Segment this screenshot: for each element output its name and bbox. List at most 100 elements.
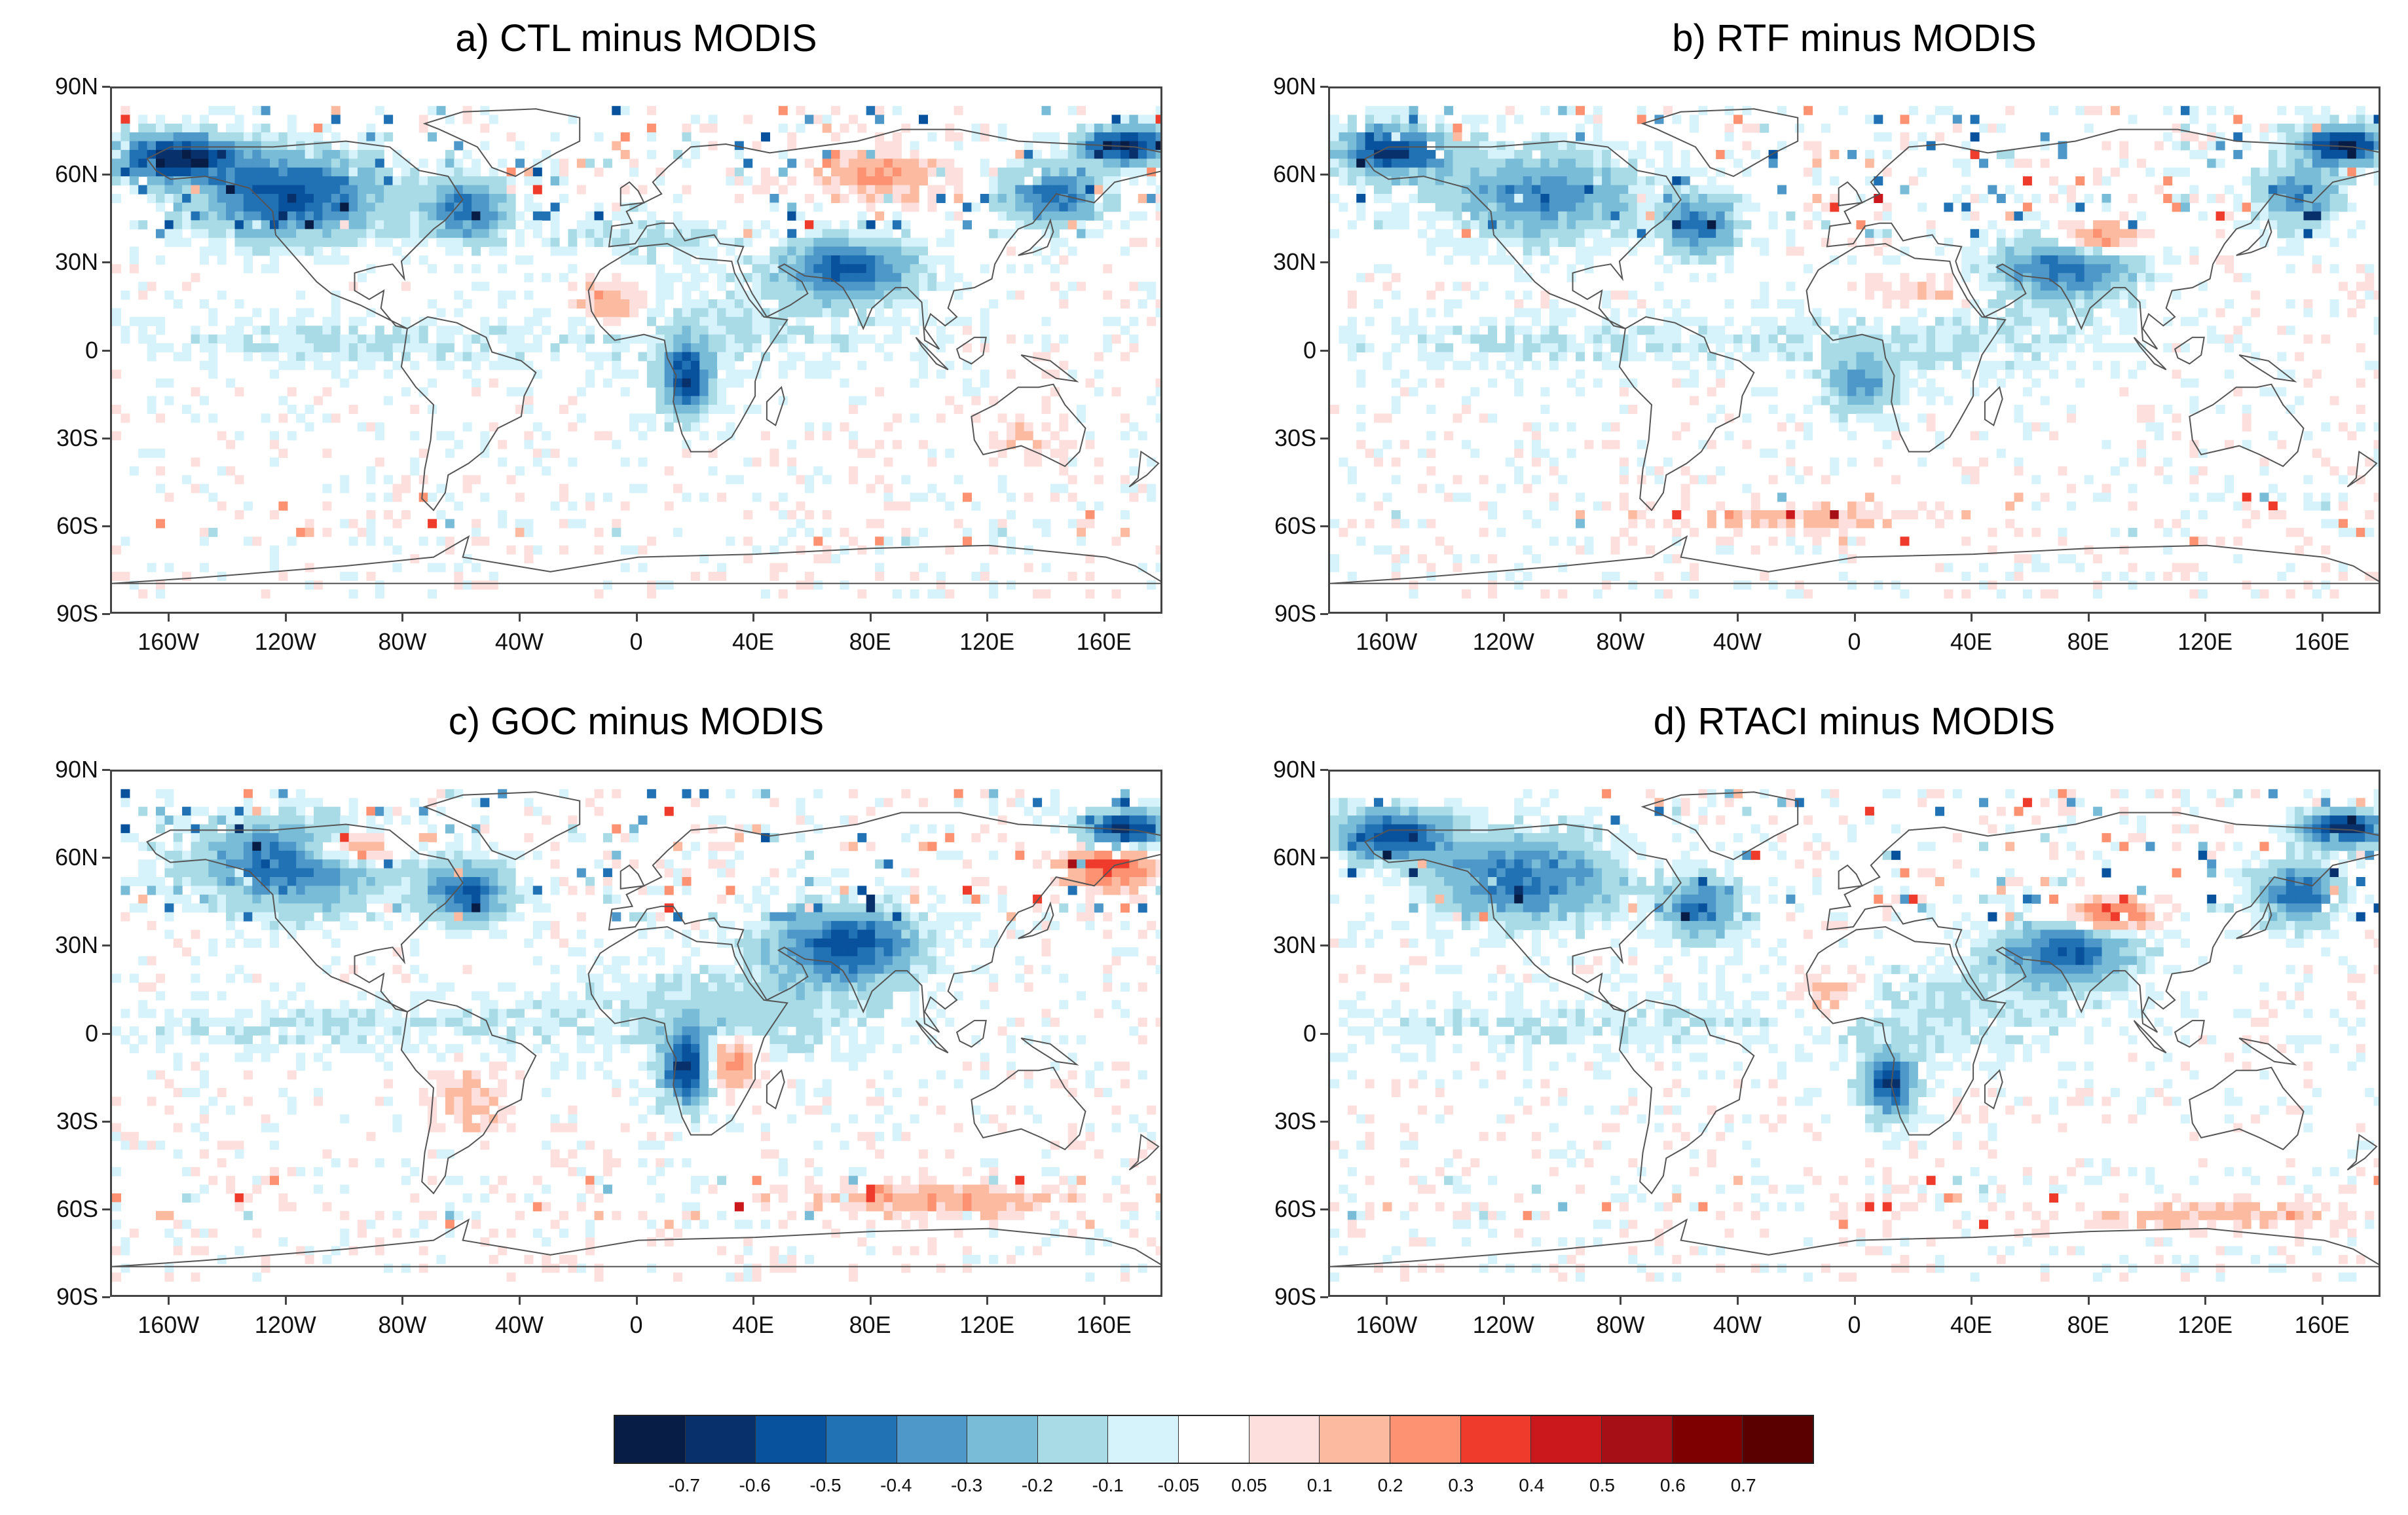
panel-title: c) GOC minus MODIS — [448, 700, 824, 743]
colorbar-box — [1460, 1416, 1532, 1463]
lat-tick — [1320, 261, 1328, 264]
lon-tick — [401, 614, 404, 622]
lon-tick — [2321, 1297, 2324, 1305]
lon-tick-label: 120E — [2177, 1311, 2233, 1338]
lat-tick-label: 90S — [1274, 1283, 1316, 1310]
lat-tick — [102, 613, 110, 615]
lon-tick-label: 0 — [629, 628, 643, 655]
lat-tick — [1320, 1120, 1328, 1123]
lon-tick-label: 120W — [1472, 628, 1534, 655]
lat-tick-label: 90N — [1272, 756, 1316, 783]
lon-tick — [518, 614, 521, 622]
coastlines — [112, 108, 1160, 584]
lon-tick — [1103, 614, 1105, 622]
colorbar-label: -0.5 — [809, 1475, 842, 1495]
lon-tick-label: 120E — [959, 1311, 1015, 1338]
lon-tick-label: 160W — [138, 628, 200, 655]
lon-tick — [1853, 614, 1856, 622]
lat-tick — [1320, 349, 1328, 352]
lat-tick-label: 30N — [1272, 931, 1316, 959]
lat-tick-label: 0 — [84, 1019, 98, 1047]
colorbar-box — [1249, 1416, 1320, 1463]
lat-tick — [1320, 174, 1328, 176]
lon-tick — [1971, 614, 1973, 622]
lon-tick-label: 0 — [629, 1311, 643, 1338]
lon-tick — [2087, 614, 2090, 622]
anomaly-map — [1330, 105, 2379, 599]
colorbar-label: -0.1 — [1092, 1475, 1124, 1495]
lon-tick-label: 0 — [1847, 1311, 1861, 1338]
lon-tick — [1853, 1297, 1856, 1305]
colorbar-label: -0.05 — [1157, 1475, 1200, 1495]
lon-tick — [869, 614, 872, 622]
colorbar-box — [615, 1416, 686, 1463]
lon-tick-label: 80E — [2067, 1311, 2109, 1338]
colorbar-label: -0.6 — [739, 1475, 771, 1495]
lon-tick — [986, 614, 989, 622]
colorbar-box — [1179, 1416, 1250, 1463]
lon-tick-label: 80W — [1596, 628, 1645, 655]
lat-tick — [1320, 1032, 1328, 1035]
lat-tick — [102, 174, 110, 176]
lon-tick-label: 40W — [1713, 628, 1762, 655]
lon-tick — [1103, 1297, 1105, 1305]
lat-tick — [1320, 1296, 1328, 1298]
lon-tick-label: 160W — [138, 1311, 200, 1338]
lon-tick — [1502, 614, 1505, 622]
lon-tick — [752, 1297, 755, 1305]
colorbar — [614, 1415, 1814, 1464]
lat-tick — [1320, 1208, 1328, 1210]
anomaly-map — [112, 789, 1160, 1282]
lat-tick-label: 90N — [54, 73, 98, 100]
anomaly-map — [1330, 789, 2379, 1282]
map-frame — [110, 770, 1162, 1297]
colorbar-box — [1108, 1416, 1179, 1463]
colorbar-box — [1531, 1416, 1602, 1463]
colorbar-box — [1320, 1416, 1391, 1463]
lon-tick-label: 120W — [1472, 1311, 1534, 1338]
colorbar-box — [826, 1416, 897, 1463]
colorbar-box — [1601, 1416, 1673, 1463]
colorbar-box — [897, 1416, 968, 1463]
map-frame — [1328, 770, 2380, 1297]
colorbar-label: 0.2 — [1377, 1475, 1403, 1495]
lon-tick-label: 80E — [2067, 628, 2109, 655]
coastlines — [112, 791, 1160, 1267]
lat-tick-label: 90N — [1272, 73, 1316, 100]
lon-tick-label: 160W — [1356, 1311, 1418, 1338]
lon-tick — [168, 1297, 170, 1305]
lat-tick — [102, 525, 110, 527]
colorbar-label: -0.3 — [950, 1475, 983, 1495]
lat-tick-label: 60S — [1274, 512, 1316, 539]
lat-tick-label: 0 — [1303, 336, 1316, 364]
lon-tick — [1736, 1297, 1739, 1305]
lon-tick-label: 80E — [849, 1311, 891, 1338]
lat-tick — [102, 86, 110, 88]
lon-tick — [284, 1297, 287, 1305]
lon-tick — [2204, 614, 2207, 622]
lat-tick-label: 30N — [54, 931, 98, 959]
lat-tick-label: 30S — [1274, 424, 1316, 451]
lat-tick — [102, 1032, 110, 1035]
lon-tick-label: 40W — [494, 628, 544, 655]
lat-tick-label: 60S — [1274, 1195, 1316, 1222]
lat-tick-label: 60N — [54, 160, 98, 188]
lon-tick — [1386, 1297, 1388, 1305]
panel-title: b) RTF minus MODIS — [1672, 17, 2037, 60]
lat-tick — [102, 857, 110, 859]
lon-tick — [1971, 1297, 1973, 1305]
lon-tick-label: 40E — [1950, 628, 1993, 655]
colorbar-label: -0.4 — [880, 1475, 912, 1495]
anomaly-cells — [112, 105, 1160, 599]
lon-tick — [2087, 1297, 2090, 1305]
lat-tick-label: 60S — [56, 512, 98, 539]
lat-tick — [1320, 613, 1328, 615]
lon-tick — [2321, 614, 2324, 622]
lat-tick — [1320, 945, 1328, 947]
lat-tick-label: 90S — [1274, 600, 1316, 627]
lon-tick-label: 120E — [959, 628, 1015, 655]
lon-tick-label: 40E — [732, 628, 775, 655]
lat-tick-label: 0 — [84, 336, 98, 364]
coastlines — [1330, 791, 2379, 1267]
lat-tick — [102, 1120, 110, 1123]
